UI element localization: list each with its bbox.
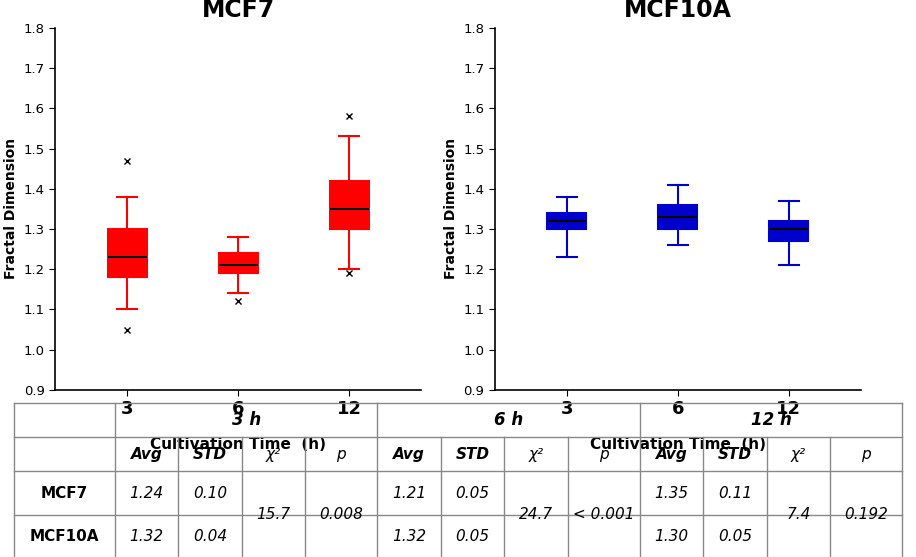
Text: 1.21: 1.21	[392, 486, 426, 501]
PathPatch shape	[108, 229, 147, 277]
Text: 0.05: 0.05	[455, 486, 489, 501]
Text: 1.32: 1.32	[129, 529, 164, 544]
Text: 3 h: 3 h	[232, 411, 261, 429]
Title: MCF7: MCF7	[202, 0, 275, 22]
Text: 0.05: 0.05	[455, 529, 489, 544]
Text: χ²: χ²	[266, 447, 281, 462]
Text: Avg: Avg	[393, 447, 425, 462]
Text: p: p	[336, 447, 346, 462]
Text: Cultivation Time  (h): Cultivation Time (h)	[590, 437, 766, 452]
Text: 24.7: 24.7	[518, 507, 553, 522]
Text: 0.05: 0.05	[718, 529, 752, 544]
Text: Avg: Avg	[131, 447, 162, 462]
Text: 15.7: 15.7	[256, 507, 290, 522]
Title: MCF10A: MCF10A	[624, 0, 732, 22]
Text: 1.35: 1.35	[655, 486, 689, 501]
Text: MCF7: MCF7	[40, 486, 88, 501]
Y-axis label: Fractal Dimension: Fractal Dimension	[443, 138, 458, 280]
Text: Avg: Avg	[656, 447, 688, 462]
Text: 0.008: 0.008	[320, 507, 364, 522]
Text: 6 h: 6 h	[494, 411, 523, 429]
Text: 1.30: 1.30	[655, 529, 689, 544]
Text: 1.24: 1.24	[129, 486, 164, 501]
PathPatch shape	[659, 205, 697, 229]
Text: STD: STD	[193, 447, 227, 462]
Text: χ²: χ²	[529, 447, 543, 462]
Text: STD: STD	[718, 447, 752, 462]
PathPatch shape	[548, 213, 586, 229]
Text: p: p	[861, 447, 871, 462]
Text: p: p	[599, 447, 608, 462]
PathPatch shape	[769, 221, 808, 241]
PathPatch shape	[330, 180, 368, 229]
Text: 7.4: 7.4	[786, 507, 811, 522]
Text: 0.192: 0.192	[845, 507, 889, 522]
Text: 12 h: 12 h	[751, 411, 791, 429]
PathPatch shape	[219, 253, 257, 273]
Text: 1.32: 1.32	[392, 529, 426, 544]
Text: STD: STD	[455, 447, 489, 462]
Y-axis label: Fractal Dimension: Fractal Dimension	[4, 138, 18, 280]
Text: MCF10A: MCF10A	[29, 529, 99, 544]
Text: Cultivation Time  (h): Cultivation Time (h)	[150, 437, 326, 452]
Text: < 0.001: < 0.001	[573, 507, 635, 522]
Text: 0.04: 0.04	[193, 529, 227, 544]
Text: 0.10: 0.10	[193, 486, 227, 501]
Text: 0.11: 0.11	[718, 486, 752, 501]
Text: χ²: χ²	[791, 447, 806, 462]
